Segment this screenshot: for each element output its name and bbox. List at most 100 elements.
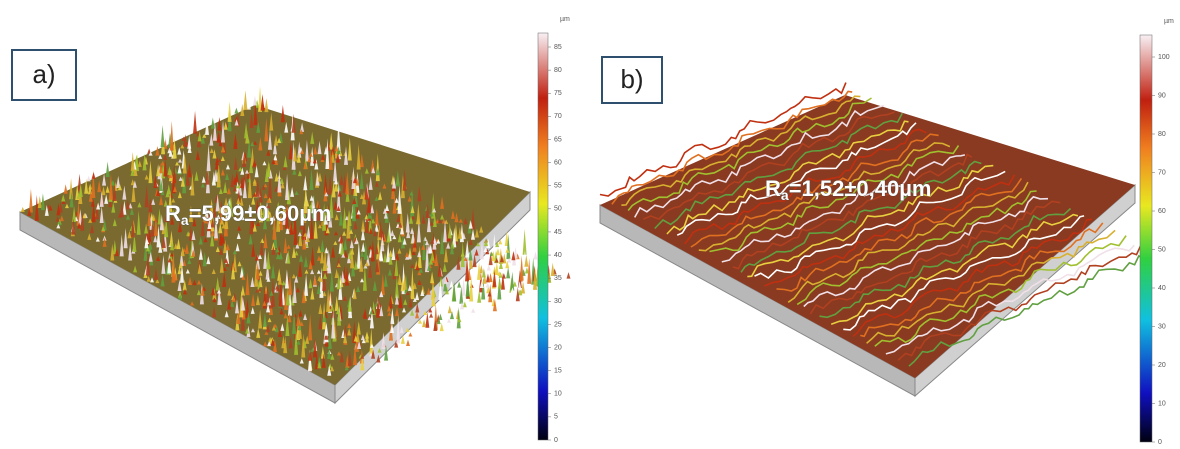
spike — [133, 265, 138, 273]
spike — [396, 315, 401, 344]
spike — [235, 243, 240, 252]
spike — [192, 217, 197, 227]
spike — [272, 213, 277, 240]
spike — [522, 228, 527, 255]
spike — [180, 176, 185, 187]
spike — [217, 158, 222, 163]
spike — [105, 185, 110, 193]
spike — [280, 104, 285, 123]
spike — [69, 191, 74, 208]
spike — [246, 311, 251, 324]
spike — [136, 210, 141, 235]
spike — [443, 247, 448, 263]
spike — [255, 198, 260, 214]
spike — [416, 203, 421, 225]
colorbar — [1139, 34, 1153, 443]
spike — [223, 121, 228, 130]
spike — [407, 196, 412, 202]
spike — [394, 257, 399, 277]
spike — [425, 203, 430, 218]
spike — [347, 322, 352, 329]
spike — [410, 267, 415, 300]
spike — [145, 245, 150, 252]
spike — [171, 250, 176, 283]
spike — [91, 172, 96, 179]
spike — [283, 313, 288, 319]
spike — [419, 268, 424, 273]
spike — [343, 146, 348, 165]
spike — [198, 248, 203, 260]
spike — [533, 251, 538, 260]
spike — [347, 350, 352, 366]
spike — [111, 202, 116, 213]
ridge — [860, 222, 1104, 338]
spike — [110, 243, 115, 261]
spike — [80, 211, 85, 231]
spike — [288, 336, 293, 349]
spike — [201, 176, 206, 183]
spike — [412, 282, 417, 290]
spike — [356, 209, 361, 215]
spike — [240, 103, 245, 117]
spike — [368, 244, 373, 250]
spike — [167, 252, 172, 274]
spike — [488, 251, 493, 266]
spike — [144, 184, 149, 208]
spike — [160, 190, 165, 196]
spike — [266, 203, 271, 209]
spike — [297, 323, 302, 331]
spike — [322, 311, 327, 323]
spike — [273, 154, 278, 161]
spike — [400, 234, 405, 249]
spike — [310, 131, 315, 144]
spike — [177, 191, 182, 199]
spike — [267, 341, 272, 347]
spike — [521, 281, 526, 294]
spike — [177, 147, 182, 155]
spike — [442, 262, 447, 272]
spike — [215, 156, 220, 166]
spike — [364, 185, 369, 200]
spike — [331, 245, 336, 258]
spike — [58, 201, 63, 213]
spike — [347, 297, 352, 312]
spike — [163, 153, 168, 160]
spike — [484, 237, 489, 247]
spike — [465, 275, 470, 297]
spike — [245, 328, 250, 334]
colorbar-tick-label: 0 — [554, 437, 558, 444]
spike — [224, 310, 229, 318]
value: =1,52±0,40µm — [789, 176, 932, 201]
spike — [443, 219, 448, 243]
colorbar-tick-label: 70 — [1158, 169, 1166, 176]
spike — [102, 173, 107, 186]
spike — [457, 226, 462, 239]
colorbar-tick-label: 100 — [1158, 54, 1170, 61]
spike — [233, 156, 238, 170]
spike — [212, 205, 217, 218]
spike — [220, 145, 225, 153]
spike — [338, 210, 343, 226]
spike — [340, 241, 345, 256]
spike — [425, 311, 430, 328]
spike — [305, 199, 310, 207]
spike — [313, 275, 318, 286]
spike — [88, 190, 93, 202]
spike — [359, 153, 364, 168]
spike — [262, 205, 267, 220]
spike — [270, 338, 275, 346]
spike — [323, 173, 328, 194]
spike — [187, 162, 192, 178]
colorbar-tick-label: 30 — [1158, 323, 1166, 330]
spike — [479, 264, 484, 274]
spike — [250, 276, 255, 288]
surface — [600, 95, 1135, 378]
spike — [279, 213, 284, 231]
spike — [232, 186, 237, 192]
spike — [264, 117, 269, 142]
spike — [415, 263, 420, 271]
spike — [255, 176, 260, 197]
spike — [360, 354, 365, 359]
spike — [197, 211, 202, 216]
spike — [170, 215, 175, 225]
